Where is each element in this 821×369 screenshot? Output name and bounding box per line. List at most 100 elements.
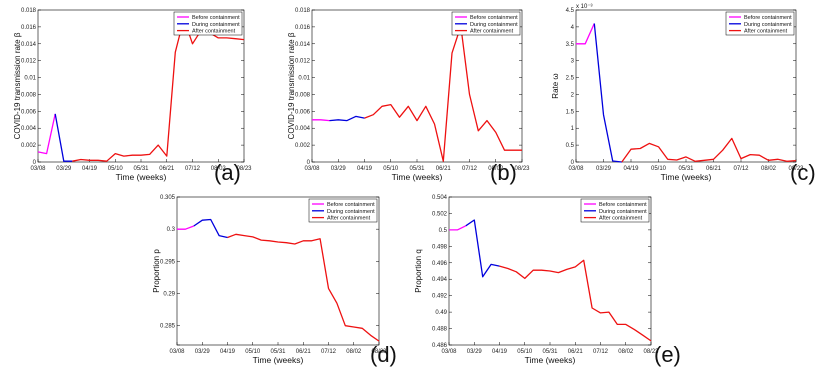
x-tick-label: 07/12 <box>462 166 478 172</box>
y-tick-label: 0.488 <box>432 327 448 333</box>
chart-panel-e: 0.486 0.488 0.49 0.492 0.494 0.496 0.498 0.5 0.5… <box>412 190 684 369</box>
x-tick-label: 03/08 <box>169 349 185 355</box>
axes-box <box>311 9 523 163</box>
y-tick-label: 0.504 <box>432 195 448 201</box>
x-tick-label: 03/08 <box>30 166 46 172</box>
legend-label-3: After containment <box>599 216 643 222</box>
x-tick-label: 06/21 <box>568 349 584 355</box>
chart-panel-a: 0 0.002 0.004 0.006 0.008 0.01 0.012 0.014 0.016… <box>0 0 272 185</box>
series-line-3 <box>72 17 245 162</box>
x-tick-label: 04/19 <box>623 166 639 172</box>
y-tick-label: 0.004 <box>21 126 37 132</box>
x-tick-label: 07/12 <box>593 349 609 355</box>
series-line-2 <box>329 115 365 122</box>
x-tick-label: 03/29 <box>195 349 211 355</box>
legend-label-3: After containment <box>192 29 236 35</box>
y-tick-label: 0.305 <box>160 195 176 201</box>
y-tick-label: 4 <box>571 25 575 31</box>
x-tick-label: 05/10 <box>383 166 399 172</box>
x-tick-label: 08/23 <box>371 349 387 355</box>
x-tick-label: 03/08 <box>304 166 320 172</box>
series-line-1 <box>37 113 56 155</box>
series-line-3 <box>227 233 380 342</box>
x-tick-label: 08/23 <box>514 166 530 172</box>
y-tick-label: 0.008 <box>21 92 37 98</box>
y-tick-label: 0.295 <box>160 259 176 265</box>
y-tick-label: 0.018 <box>21 8 37 14</box>
y-axis-label: Proportion q <box>414 249 423 293</box>
y-tick-label: 4.5 <box>566 8 575 14</box>
y-tick-label: 0.014 <box>295 42 311 48</box>
legend-box <box>173 11 243 36</box>
x-tick-label: 05/10 <box>651 166 667 172</box>
y-tick-label: 0.492 <box>432 294 448 300</box>
legend-label-3: After containment <box>327 216 371 222</box>
y-tick-label: 0.006 <box>295 109 311 115</box>
y-tick-label: 0.004 <box>295 126 311 132</box>
y-tick-label: 0.008 <box>295 92 311 98</box>
legend-label-1: Before containment <box>744 15 792 21</box>
panel-label-c: (c) <box>790 160 816 185</box>
x-tick-label: 03/29 <box>467 349 483 355</box>
x-tick-label: 08/02 <box>761 166 777 172</box>
series-line-2 <box>593 23 622 163</box>
x-tick-label: 08/02 <box>211 166 227 172</box>
series-line-2 <box>54 113 73 162</box>
y-tick-label: 0.3 <box>167 227 176 233</box>
legend-label-1: Before containment <box>192 15 240 21</box>
legend-box <box>308 198 378 223</box>
x-tick-label: 07/12 <box>321 349 337 355</box>
x-tick-label: 05/10 <box>108 166 124 172</box>
legend-label-3: After containment <box>744 29 788 35</box>
x-tick-label: 03/08 <box>568 166 584 172</box>
y-tick-label: 3.5 <box>566 42 575 48</box>
x-axis-label: Time (weeks) <box>253 355 304 365</box>
y-axis-label: COVID-19 transmission rate β <box>13 32 22 139</box>
y-axis-label: COVID-19 transmission rate β <box>287 32 296 139</box>
panel-label-b: (b) <box>490 160 517 185</box>
x-tick-label: 08/02 <box>488 166 504 172</box>
chart-svg-e: 0.486 0.488 0.49 0.492 0.494 0.496 0.498 0.5 0.5… <box>414 195 659 365</box>
axes-box <box>37 9 245 163</box>
y-tick-label: 0.496 <box>432 261 448 267</box>
y-tick-label: 0.002 <box>295 143 311 149</box>
x-tick-label: 06/21 <box>159 166 175 172</box>
x-tick-label: 08/02 <box>618 349 634 355</box>
chart-svg-b: 0 0.002 0.004 0.006 0.008 0.01 0.012 0.014 0.016… <box>287 8 530 182</box>
series-line-2 <box>193 218 228 239</box>
x-tick-label: 06/21 <box>436 166 452 172</box>
x-tick-label: 06/21 <box>706 166 722 172</box>
x-tick-label: 03/08 <box>441 349 457 355</box>
x-tick-label: 05/31 <box>409 166 425 172</box>
series-line-3 <box>499 259 652 342</box>
y-axis-label: Rate ω <box>551 73 560 98</box>
series-line-2 <box>465 219 500 278</box>
x-tick-label: 03/29 <box>331 166 347 172</box>
series-line-1 <box>177 225 195 230</box>
chart-panel-c: 0 0.5 1 1.5 2 2.5 3 3.5 4 4.5 03/08 03/29 04/19 05/10… <box>548 0 820 185</box>
legend-label-2: During containment <box>192 22 240 28</box>
y-tick-label: 3 <box>571 59 575 65</box>
y-tick-label: 1 <box>571 126 575 132</box>
y-tick-label: 0.498 <box>432 244 448 250</box>
y-tick-label: 0.494 <box>432 277 448 283</box>
y-axis-label: Proportion p <box>152 249 161 293</box>
x-tick-label: 08/23 <box>788 166 804 172</box>
x-tick-label: 05/31 <box>678 166 694 172</box>
x-tick-label: 07/12 <box>185 166 201 172</box>
chart-panel-b: 0 0.002 0.004 0.006 0.008 0.01 0.012 0.014 0.016… <box>275 0 547 185</box>
y-tick-label: 0.006 <box>21 109 37 115</box>
y-tick-label: 0.5 <box>566 143 575 149</box>
x-tick-label: 05/10 <box>517 349 533 355</box>
x-axis-label: Time (weeks) <box>525 355 576 365</box>
y-tick-label: 0.01 <box>298 76 310 82</box>
panel-label-d: (d) <box>370 342 397 367</box>
series-line-1 <box>449 225 467 231</box>
y-tick-label: 0.016 <box>295 25 311 31</box>
x-tick-label: 05/31 <box>133 166 149 172</box>
y-tick-label: 0.014 <box>21 42 37 48</box>
y-tick-label: 0.29 <box>163 292 175 298</box>
x-tick-label: 07/12 <box>733 166 749 172</box>
x-axis-label: Time (weeks) <box>392 172 443 182</box>
x-tick-label: 05/31 <box>270 349 286 355</box>
